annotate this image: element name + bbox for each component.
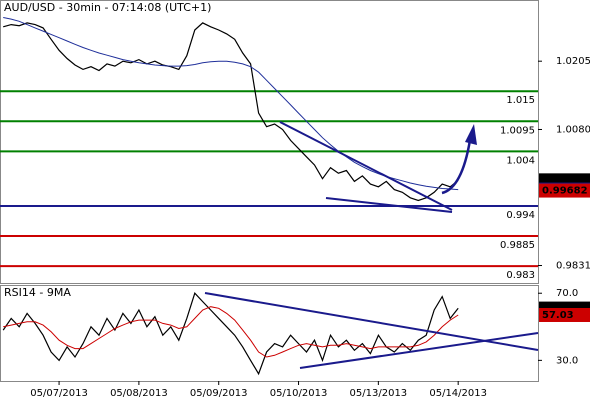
chart-title: AUD/USD - 30min - 07:14:08 (UTC+1) — [4, 1, 211, 14]
x-tick-label: 05/08/2013 — [110, 388, 168, 399]
trendline — [279, 121, 453, 211]
x-tick-label: 05/14/2013 — [429, 388, 487, 399]
level-label: 1.0095 — [500, 125, 535, 136]
level-label: 1.004 — [506, 155, 535, 166]
series-line — [2, 292, 459, 376]
y-tick-label: 30.0 — [556, 355, 578, 366]
price-tag-label: 0.99682 — [542, 186, 588, 197]
y-tick-label: 1.0080 — [556, 124, 590, 135]
rsi-panel — [0, 285, 539, 382]
rsi-plot: 70.030.060.845957.03 — [2, 288, 590, 376]
series-line — [3, 22, 459, 202]
price-tag-label: 57.03 — [542, 310, 574, 321]
forecast-arrow — [441, 139, 472, 195]
y-tick-label: 70.0 — [556, 288, 578, 299]
x-tick-label: 05/07/2013 — [30, 388, 88, 399]
level-label: 0.994 — [506, 210, 535, 221]
level-label: 1.015 — [506, 95, 535, 106]
arrow-head — [465, 124, 477, 145]
x-tick-label: 05/10/2013 — [270, 388, 328, 399]
trendline — [325, 197, 453, 213]
x-tick-label: 05/13/2013 — [350, 388, 408, 399]
y-tick-label: 0.9831 — [556, 261, 590, 272]
price-panel — [0, 0, 539, 284]
y-tick-label: 1.0205 — [556, 56, 590, 67]
level-label: 0.983 — [506, 270, 535, 281]
price-tag-label: 0.99869 — [542, 175, 588, 186]
rsi-title: RSI14 - 9MA — [4, 286, 71, 299]
series-line — [3, 306, 459, 358]
level-label: 0.9885 — [500, 240, 535, 251]
rsi-trendline — [299, 332, 539, 369]
price-tag — [539, 307, 590, 322]
x-tick-label: 05/09/2013 — [190, 388, 248, 399]
price-tag — [539, 183, 590, 198]
